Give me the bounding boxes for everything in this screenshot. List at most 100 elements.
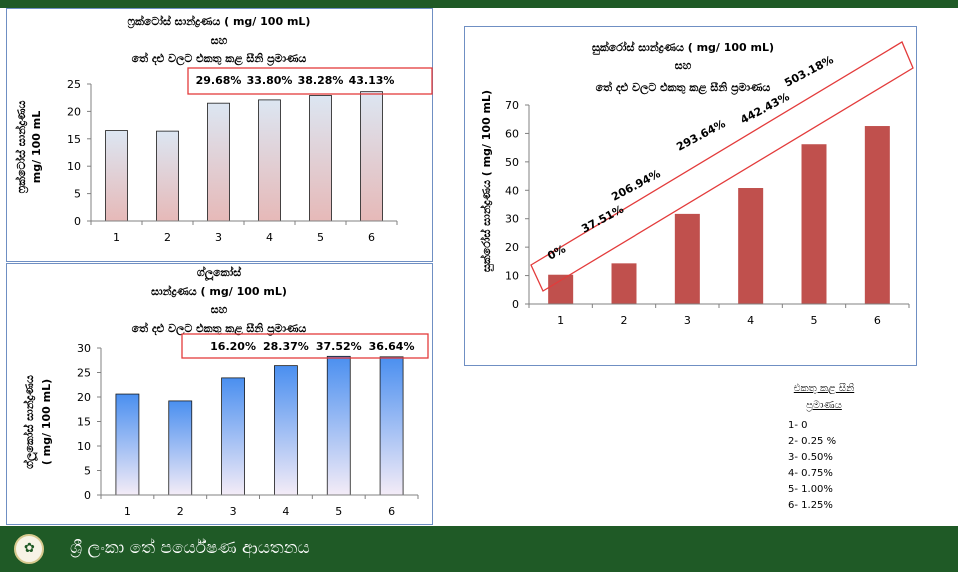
bar — [326, 355, 351, 496]
chart-title-line: සහ — [211, 34, 228, 47]
y-axis-label: ෆ්‍රක්ටෝස් සාන්ද්‍රණය — [14, 101, 29, 194]
y-tick-label: 0 — [74, 215, 81, 228]
x-tick-label: 4 — [747, 314, 754, 327]
x-tick-label: 3 — [215, 231, 222, 244]
legend-item: 2- 0.25 % — [788, 436, 837, 447]
x-tick-label: 6 — [874, 314, 881, 327]
bar — [156, 130, 179, 222]
bar — [738, 188, 764, 304]
y-tick-label: 0 — [84, 489, 91, 502]
y-tick-label: 25 — [67, 78, 81, 91]
percent-annotation: 36.64% — [369, 340, 415, 353]
percent-annotation: 293.64% — [674, 117, 727, 154]
chart-title-line: ග්ලූකෝස් — [197, 265, 242, 282]
x-tick-label: 5 — [317, 231, 324, 244]
x-tick-label: 3 — [684, 314, 691, 327]
annotation-box — [187, 67, 433, 95]
y-tick-label: 20 — [77, 391, 91, 404]
institute-logo: ✿ — [14, 534, 44, 564]
y-tick-label: 50 — [505, 156, 519, 169]
percent-annotation: 206.94% — [609, 167, 662, 204]
legend-heading-line2: ප්‍රමාණය — [806, 400, 842, 411]
x-tick-label: 5 — [811, 314, 818, 327]
sucrose-chart: සුක්රෝස් සාන්ද්‍රණය ( mg/ 100 mL) සහ තේ දළ… — [479, 40, 914, 327]
x-tick-label: 2 — [621, 314, 628, 327]
x-tick-label: 1 — [113, 231, 120, 244]
bar — [864, 126, 890, 304]
bar — [548, 274, 574, 304]
x-tick-label: 2 — [164, 231, 171, 244]
y-tick-label: 20 — [67, 105, 81, 118]
legend-item: 4- 0.75% — [788, 468, 833, 479]
legend-item: 1- 0 — [788, 420, 808, 431]
x-tick-label: 4 — [266, 231, 273, 244]
sucrose-chart-panel: සුක්රෝස් සාන්ද්‍රණය ( mg/ 100 mL) සහ තේ දළ… — [464, 26, 917, 366]
bar — [274, 365, 298, 496]
percent-annotation: 29.68% — [196, 74, 242, 87]
y-tick-label: 40 — [505, 184, 519, 197]
bar — [611, 263, 637, 304]
legend-item: 6- 1.25% — [788, 500, 833, 511]
y-tick-label: 60 — [505, 127, 519, 140]
y-tick-label: 10 — [505, 270, 519, 283]
bar — [379, 356, 404, 496]
legend-item: 3- 0.50% — [788, 452, 833, 463]
top-bar — [0, 0, 958, 8]
institute-name: ශ්‍රී ලංකා තේ පර්යේෂණ ආයතනය — [70, 538, 310, 558]
glucose-chart-panel: ග්ලූකෝස් සාන්ද්‍රණය ( mg/ 100 mL) සහ තේ දළු… — [6, 263, 433, 525]
tea-leaf-icon: ✿ — [24, 541, 35, 556]
footer-bar: ✿ ශ්‍රී ලංකා තේ පර්යේෂණ ආයතනය — [0, 526, 958, 572]
percent-annotation: 37.51% — [579, 203, 626, 236]
y-axis-label: ග්ලූකෝස් සාන්ද්‍රණය — [22, 375, 39, 469]
chart-title-line: තේ දළු වලට එකතු කළ සීනි ප්‍රමාණය — [132, 321, 307, 337]
chart-title-line: සහ — [211, 303, 228, 316]
percent-annotation: 503.18% — [782, 53, 835, 90]
percent-annotation: 33.80% — [247, 74, 293, 87]
fructose-chart: ෆ්‍රක්ටෝස් සාන්ද්‍රණය ( mg/ 100 mL) සහ තේ … — [14, 14, 433, 244]
percent-annotation: 16.20% — [210, 340, 256, 353]
x-tick-label: 4 — [282, 505, 289, 518]
bar — [168, 400, 193, 496]
y-tick-label: 20 — [505, 241, 519, 254]
x-tick-label: 1 — [557, 314, 564, 327]
chart-title-line: තේ දළු වලට එකතු කළ සීනි ප්‍රමාණය — [596, 80, 771, 96]
bar — [221, 377, 245, 496]
percent-annotation: 38.28% — [298, 74, 344, 87]
chart-title-line: තේ දළු වලට එකතු කළ සීනි ප්‍රමාණය — [132, 51, 307, 67]
percent-annotation: 442.43% — [738, 90, 791, 127]
y-tick-label: 15 — [77, 416, 91, 429]
y-axis-label: සුක්රෝස් සාන්ද්‍රණය ( mg/ 100 mL) — [479, 90, 495, 272]
bar — [115, 393, 140, 496]
percent-annotation: 28.37% — [263, 340, 309, 353]
percent-annotation: 43.13% — [349, 74, 395, 87]
y-axis-label: ( mg/ 100 mL) — [40, 379, 53, 465]
chart-title-line: සාන්ද්‍රණය ( mg/ 100 mL) — [151, 284, 287, 298]
bar — [360, 91, 383, 222]
y-tick-label: 10 — [77, 440, 91, 453]
chart-title-line: සුක්රෝස් සාන්ද්‍රණය ( mg/ 100 mL) — [592, 40, 774, 56]
y-tick-label: 30 — [77, 342, 91, 355]
x-tick-label: 3 — [230, 505, 237, 518]
y-tick-label: 0 — [512, 298, 519, 311]
bar — [207, 102, 230, 222]
y-tick-label: 10 — [67, 160, 81, 173]
y-tick-label: 30 — [505, 213, 519, 226]
x-tick-label: 2 — [177, 505, 184, 518]
annotation-box — [530, 41, 914, 292]
y-tick-label: 5 — [74, 188, 81, 201]
annotation-box — [181, 333, 429, 359]
y-axis-label: mg/ 100 mL — [30, 111, 43, 183]
chart-title-line: ෆ්‍රක්ටෝස් සාන්ද්‍රණය ( mg/ 100 mL) — [127, 14, 310, 29]
percent-annotation: 37.52% — [316, 340, 362, 353]
y-tick-label: 70 — [505, 99, 519, 112]
bar — [801, 144, 827, 304]
fructose-chart-panel: ෆ්‍රක්ටෝස් සාන්ද්‍රණය ( mg/ 100 mL) සහ තේ … — [6, 8, 433, 262]
y-tick-label: 5 — [84, 465, 91, 478]
legend-heading-line1: එකතු කළ සීනි — [793, 383, 855, 394]
x-tick-label: 5 — [335, 505, 342, 518]
x-tick-label: 6 — [368, 231, 375, 244]
bar — [674, 213, 700, 304]
x-tick-label: 1 — [124, 505, 131, 518]
sugar-amount-legend: එකතු කළ සීනි ප්‍රමාණය 1- 0 2- 0.25 % 3- … — [784, 380, 894, 514]
x-tick-label: 6 — [388, 505, 395, 518]
